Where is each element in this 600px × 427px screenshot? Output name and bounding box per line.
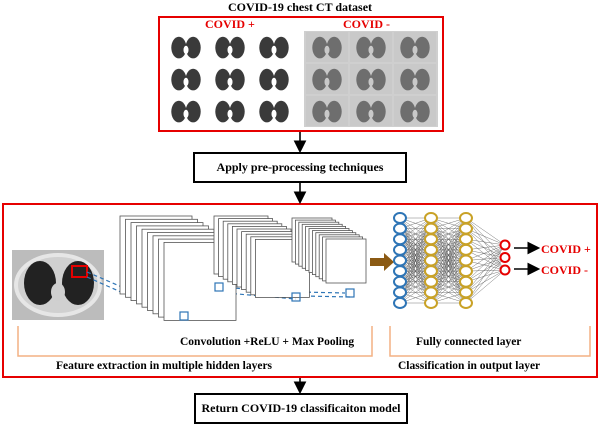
ct-scan-negative [350, 96, 392, 126]
fc-node [499, 264, 511, 276]
classification-label: Classification in output layer [398, 360, 541, 372]
ct-scan-positive [209, 96, 251, 126]
fc-node [459, 212, 473, 224]
fc-node [393, 212, 407, 224]
dataset-box [158, 16, 444, 132]
ct-scan-negative [394, 96, 436, 126]
ct-scan-positive [253, 64, 295, 94]
ct-scan-positive [253, 96, 295, 126]
ct-scan-positive [165, 64, 207, 94]
fc-node [459, 297, 473, 309]
covid-positive-ct-grid [164, 31, 298, 127]
ct-scan-negative [306, 64, 348, 94]
feature-map-stack-2 [213, 215, 310, 298]
fc-node [393, 297, 407, 309]
fc-node [393, 233, 407, 246]
fc-node [393, 275, 407, 288]
fc-node [459, 286, 473, 299]
fc-node [459, 254, 473, 267]
fc-node [459, 222, 473, 235]
output-covid-negative: COVID - [541, 263, 588, 277]
fully-connected-network [393, 212, 511, 309]
fc-node [393, 286, 407, 299]
fc-node [459, 265, 473, 278]
covid-negative-ct-grid [304, 31, 438, 127]
fc-node [424, 254, 438, 267]
fc-node [424, 212, 438, 224]
arrow-to-fc [370, 253, 394, 271]
fc-node [393, 243, 407, 256]
fc-node [499, 239, 511, 251]
fc-node [393, 265, 407, 278]
ct-scan-negative [350, 64, 392, 94]
ct-scan-positive [165, 96, 207, 126]
input-ct-image [12, 250, 104, 320]
fc-node [424, 286, 438, 299]
fc-node [459, 233, 473, 246]
fc-node [424, 265, 438, 278]
fc-node [499, 252, 511, 263]
preprocess-step-label: Apply pre-processing techniques [216, 160, 384, 174]
final-step-label: Return COVID-19 classificaiton model [201, 401, 401, 415]
ct-scan-negative [306, 96, 348, 126]
feature-map-stack-1 [119, 215, 237, 321]
covid-positive-label: COVID + [205, 17, 255, 31]
fc-node [393, 254, 407, 267]
dataset-title: COVID-19 chest CT dataset [227, 0, 373, 14]
fc-layer-label: Fully connected layer [416, 336, 522, 348]
ct-scan-negative [350, 32, 392, 62]
covid-negative-label: COVID - [343, 17, 390, 31]
feature-extraction-label: Feature extraction in multiple hidden la… [56, 360, 273, 372]
ct-scan-positive [165, 32, 207, 62]
fc-node [424, 243, 438, 256]
ct-scan-negative [394, 32, 436, 62]
ct-scan-negative [394, 64, 436, 94]
fc-node [424, 297, 438, 309]
feature-map-stack-3 [291, 217, 367, 284]
conv-layer-label: Convolution +ReLU + Max Pooling [180, 336, 355, 348]
feature-map [325, 238, 367, 284]
preprocess-step-box: Apply pre-processing techniques [193, 152, 407, 183]
ct-scan-negative [306, 32, 348, 62]
fc-node [393, 222, 407, 235]
fc-node [424, 275, 438, 288]
fc-node [459, 275, 473, 288]
final-step-box: Return COVID-19 classificaiton model [194, 393, 408, 424]
ct-scan-positive [209, 64, 251, 94]
fc-node [424, 222, 438, 235]
ct-scan-positive [253, 32, 295, 62]
output-covid-positive: COVID + [541, 242, 591, 256]
fc-node [424, 233, 438, 246]
ct-scan-positive [209, 32, 251, 62]
bracket-lines [17, 326, 591, 357]
fc-node [459, 243, 473, 256]
